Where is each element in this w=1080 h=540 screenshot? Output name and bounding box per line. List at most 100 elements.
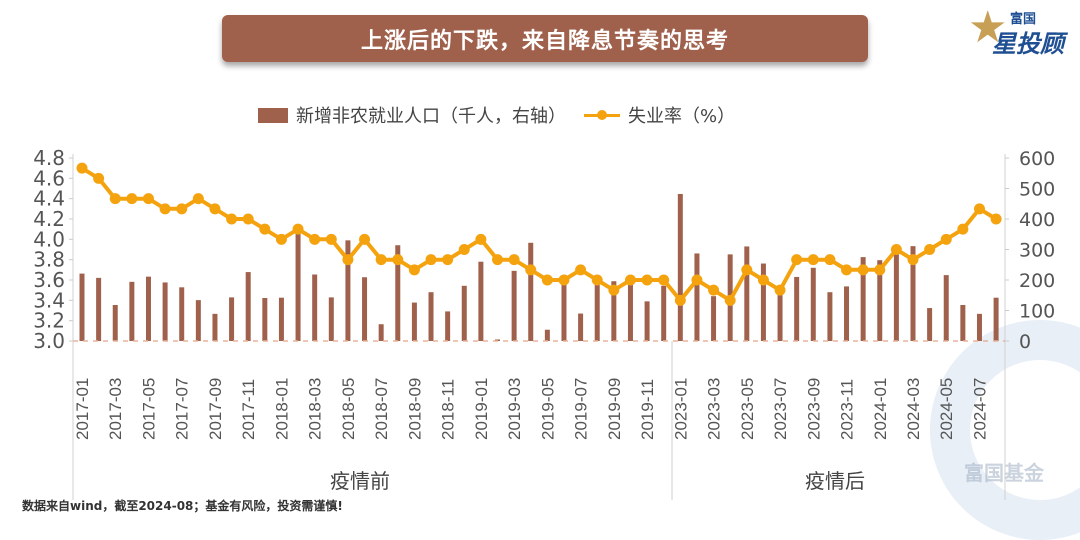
- unemployment-point: [159, 203, 171, 215]
- bar-2019-12: [661, 285, 667, 341]
- bar-2023-08: [794, 276, 800, 341]
- bar-2018-05: [345, 240, 351, 341]
- bar-2018-12: [461, 285, 467, 341]
- left-axis-tick: 4.6: [33, 166, 65, 190]
- unemployment-point: [475, 233, 487, 245]
- x-axis-tick: 2018-11: [439, 379, 458, 440]
- unemployment-point: [841, 264, 853, 276]
- bar-2018-03: [312, 274, 318, 341]
- bar-2017-07: [179, 287, 185, 341]
- bar-2024-02: [893, 252, 899, 341]
- unemployment-point: [458, 244, 470, 255]
- bar-2017-09: [212, 313, 218, 341]
- bar-2019-04: [528, 242, 534, 341]
- bar-2017-11: [245, 272, 251, 341]
- unemployment-point: [807, 254, 819, 266]
- unemployment-point: [708, 284, 720, 296]
- x-axis-tick: 2023-01: [671, 378, 690, 440]
- bar-2017-12: [262, 297, 268, 341]
- unemployment-point: [741, 264, 753, 276]
- line-legend-swatch: [584, 107, 620, 123]
- x-axis-tick: 2017-09: [206, 378, 225, 440]
- bar-2024-03: [910, 246, 916, 341]
- chart-title: 上涨后的下跌，来自降息节奏的思考: [360, 28, 729, 54]
- bar-2018-04: [328, 297, 334, 341]
- bar-2018-10: [428, 292, 434, 341]
- unemployment-point: [259, 223, 271, 235]
- bar-2019-09: [611, 281, 617, 341]
- unemployment-point: [791, 254, 803, 266]
- unemployment-point: [76, 162, 88, 174]
- unemployment-point: [608, 284, 620, 296]
- bar-2018-06: [362, 277, 368, 341]
- bar-2018-02: [295, 225, 301, 341]
- right-axis-tick: 0: [1019, 331, 1031, 353]
- right-axis-tick: 200: [1019, 270, 1055, 292]
- region-label-before: 疫情前: [330, 469, 390, 493]
- unemployment-point: [857, 264, 869, 276]
- bar-2019-07: [578, 313, 584, 341]
- unemployment-point: [492, 254, 503, 266]
- left-axis-tick: 3.2: [33, 309, 65, 333]
- x-axis-tick: 2019-03: [505, 378, 524, 440]
- left-axis-tick: 4.8: [33, 146, 65, 170]
- unemployment-point: [176, 203, 188, 215]
- bar-2023-02: [694, 253, 700, 341]
- unemployment-point: [757, 274, 769, 286]
- x-axis-tick: 2017-07: [173, 378, 192, 440]
- x-axis-tick: 2017-03: [106, 378, 125, 440]
- unemployment-point: [575, 264, 587, 276]
- unemployment-point: [824, 254, 836, 266]
- chart-legend: 新增非农就业人口（千人，右轴） 失业率（%）: [258, 102, 735, 128]
- bar-2019-08: [594, 276, 600, 341]
- unemployment-point: [691, 274, 703, 286]
- bar-2018-01: [278, 297, 284, 341]
- x-axis-tick: 2024-01: [871, 378, 890, 440]
- right-axis-tick: 500: [1019, 179, 1055, 201]
- x-axis-tick: 2019-11: [638, 379, 657, 440]
- bar-2023-01: [677, 193, 683, 341]
- x-axis-tick: 2018-05: [339, 378, 358, 440]
- unemployment-point: [674, 294, 686, 306]
- bar-2023-07: [777, 290, 783, 341]
- unemployment-point: [209, 203, 221, 215]
- x-axis-tick: 2023-05: [738, 378, 757, 440]
- left-axis-tick: 4.2: [33, 207, 65, 231]
- x-axis-tick: 2023-09: [804, 378, 823, 440]
- logo-small-text: 富国: [1010, 12, 1037, 27]
- x-axis-tick: 2018-03: [306, 378, 325, 440]
- bar-2023-12: [860, 257, 866, 341]
- unemployment-point: [890, 244, 902, 255]
- bar-2019-11: [644, 301, 650, 341]
- brand-logo: ★ 富国 星投顾: [966, 4, 1078, 59]
- unemployment-point: [541, 274, 553, 286]
- x-axis-tick: 2023-11: [838, 379, 857, 440]
- unemployment-point: [275, 233, 287, 245]
- unemployment-point: [508, 254, 520, 266]
- unemployment-point: [425, 254, 437, 266]
- unemployment-point: [957, 223, 969, 235]
- unemployment-point: [874, 264, 886, 276]
- unemployment-point: [624, 274, 636, 286]
- unemployment-point: [924, 244, 936, 255]
- unemployment-point: [558, 274, 570, 286]
- left-axis-tick: 3.4: [33, 288, 65, 312]
- bar-2024-04: [927, 308, 933, 341]
- unemployment-point: [309, 233, 321, 245]
- x-axis-tick: 2019-07: [572, 378, 591, 440]
- unemployment-point: [126, 193, 138, 205]
- left-axis-tick: 4.0: [33, 227, 65, 251]
- logo-big-text: 星投顾: [992, 30, 1064, 58]
- unemployment-point: [907, 254, 919, 266]
- bar-2023-05: [744, 246, 750, 341]
- bar-2019-01: [478, 261, 484, 341]
- bar-2017-10: [229, 297, 235, 341]
- region-label-after: 疫情后: [805, 469, 865, 493]
- x-axis-tick: 2023-07: [771, 378, 790, 440]
- unemployment-point: [359, 233, 371, 245]
- x-axis-tick: 2019-01: [472, 378, 491, 440]
- bar-2023-11: [844, 286, 850, 341]
- bar-2017-04: [129, 281, 135, 341]
- unemployment-point: [375, 254, 387, 266]
- right-axis-tick: 400: [1019, 209, 1055, 231]
